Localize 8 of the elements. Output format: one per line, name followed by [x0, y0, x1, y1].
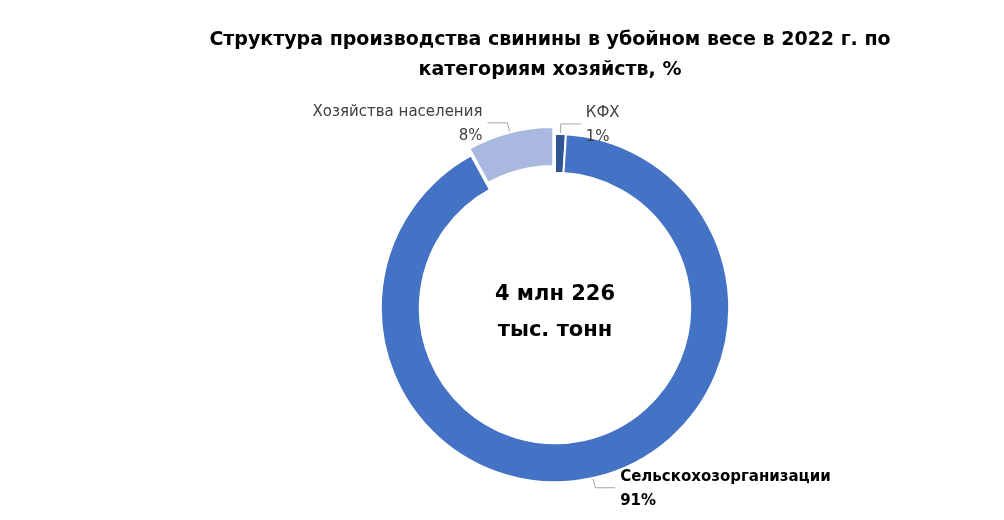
data-label: 1%: [585, 126, 610, 145]
slice-label: Хозяйства населения: [312, 101, 483, 120]
data-label: 8%: [458, 125, 483, 144]
data-label: 91%: [620, 490, 657, 509]
text: 4 млн 226 тыс. тонн: [494, 281, 616, 341]
chart-title: Структура производства свинины в убойном весе в 2022 г. по категориям хозяйств, %: [209, 27, 891, 79]
slice-label: КФХ: [585, 102, 620, 121]
slice-label: Сельскохозорганизации: [620, 466, 831, 485]
